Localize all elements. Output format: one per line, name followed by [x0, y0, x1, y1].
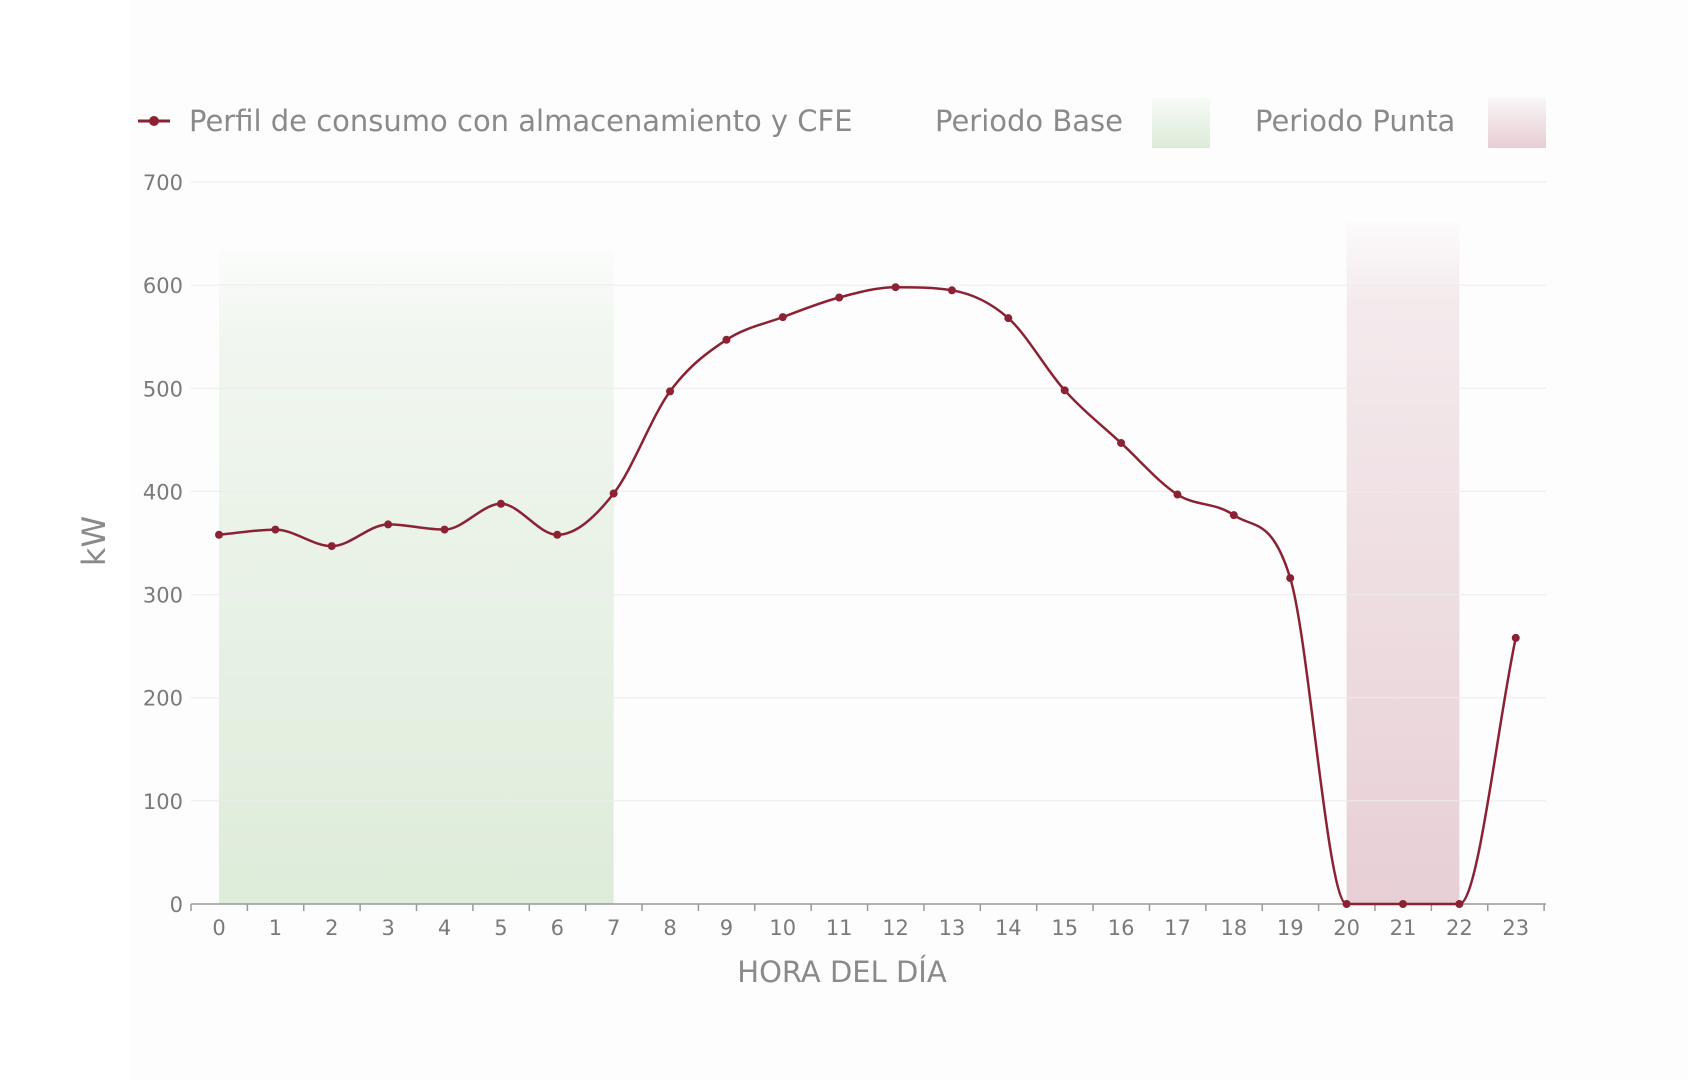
- x-tick-label-1: 1: [269, 916, 282, 940]
- y-tick-label-100: 100: [143, 790, 183, 814]
- legend-punta-swatch-icon: [1488, 98, 1546, 148]
- legend-series-label: Perfil de consumo con almacenamiento y C…: [189, 104, 853, 138]
- band-punta: [1346, 222, 1460, 904]
- legend-base-swatch-icon: [1152, 98, 1210, 148]
- data-point-2: [327, 542, 336, 551]
- data-point-18: [1229, 511, 1238, 520]
- x-tick-label-17: 17: [1164, 916, 1191, 940]
- x-tick-label-20: 20: [1333, 916, 1360, 940]
- y-tick-label-300: 300: [143, 584, 183, 608]
- legend-item-base[interactable]: Periodo Base: [935, 98, 1210, 148]
- legend: Perfil de consumo con almacenamiento y C…: [138, 98, 1546, 148]
- x-tick-label-4: 4: [438, 916, 451, 940]
- data-point-8: [666, 387, 675, 396]
- data-point-22: [1455, 900, 1464, 908]
- data-point-7: [609, 489, 618, 498]
- legend-item-series[interactable]: Perfil de consumo con almacenamiento y C…: [138, 104, 853, 138]
- gridlines: 0 100 200 300 400 500 600 700: [143, 171, 1546, 917]
- y-tick-label-700: 700: [143, 171, 183, 195]
- legend-series-marker-icon: [149, 116, 159, 126]
- x-axis-title: HORA DEL DÍA: [737, 955, 947, 989]
- data-point-4: [440, 525, 449, 534]
- x-tick-label-6: 6: [551, 916, 564, 940]
- x-tick-label-9: 9: [720, 916, 733, 940]
- x-tick-label-23: 23: [1502, 916, 1529, 940]
- x-tick-label-16: 16: [1108, 916, 1135, 940]
- data-point-5: [496, 499, 505, 508]
- x-tick-label-19: 19: [1277, 916, 1304, 940]
- x-tick-label-10: 10: [769, 916, 796, 940]
- x-tick-label-18: 18: [1220, 916, 1247, 940]
- series-layer: [215, 283, 1520, 908]
- x-tick-label-22: 22: [1446, 916, 1473, 940]
- data-point-16: [1117, 438, 1126, 447]
- data-point-10: [778, 313, 787, 322]
- legend-base-label: Periodo Base: [935, 104, 1123, 138]
- x-tick-label-12: 12: [882, 916, 909, 940]
- axes: 0 1 2 3 4 5 6 7 8 9 10 11 12 13 14 15 16 17 18 19 20 21 22 23: [190, 903, 1546, 940]
- data-point-17: [1173, 490, 1182, 499]
- data-point-6: [553, 530, 562, 539]
- data-point-9: [722, 335, 731, 344]
- x-tick-label-7: 7: [607, 916, 620, 940]
- data-point-3: [384, 520, 393, 529]
- x-tick-label-11: 11: [826, 916, 853, 940]
- y-tick-label-600: 600: [143, 274, 183, 298]
- x-tick-label-21: 21: [1390, 916, 1417, 940]
- y-axis-title: kW: [75, 516, 113, 566]
- x-tick-label-15: 15: [1051, 916, 1078, 940]
- data-point-14: [1004, 314, 1013, 323]
- y-tick-label-0: 0: [170, 893, 183, 917]
- data-point-20: [1342, 900, 1351, 908]
- x-tick-label-2: 2: [325, 916, 338, 940]
- data-point-21: [1398, 900, 1407, 908]
- band-base: [219, 250, 614, 904]
- data-point-15: [1060, 386, 1069, 395]
- y-tick-label-500: 500: [143, 377, 183, 401]
- y-tick-label-400: 400: [143, 480, 183, 504]
- x-tick-label-14: 14: [995, 916, 1022, 940]
- series-line: [218, 285, 1517, 906]
- x-tick-label-0: 0: [212, 916, 225, 940]
- data-point-11: [835, 293, 844, 302]
- x-tick-label-8: 8: [663, 916, 676, 940]
- x-tick-label-13: 13: [939, 916, 966, 940]
- y-tick-label-200: 200: [143, 687, 183, 711]
- data-point-1: [271, 525, 280, 534]
- period-bands: [219, 222, 1460, 904]
- x-tick-label-5: 5: [494, 916, 507, 940]
- legend-punta-label: Periodo Punta: [1255, 104, 1455, 138]
- data-point-12: [891, 283, 900, 292]
- legend-item-punta[interactable]: Periodo Punta: [1255, 98, 1546, 148]
- data-point-23: [1511, 633, 1520, 642]
- data-point-0: [215, 530, 223, 539]
- x-tick-label-3: 3: [381, 916, 394, 940]
- data-point-19: [1286, 574, 1295, 583]
- data-point-13: [947, 286, 956, 295]
